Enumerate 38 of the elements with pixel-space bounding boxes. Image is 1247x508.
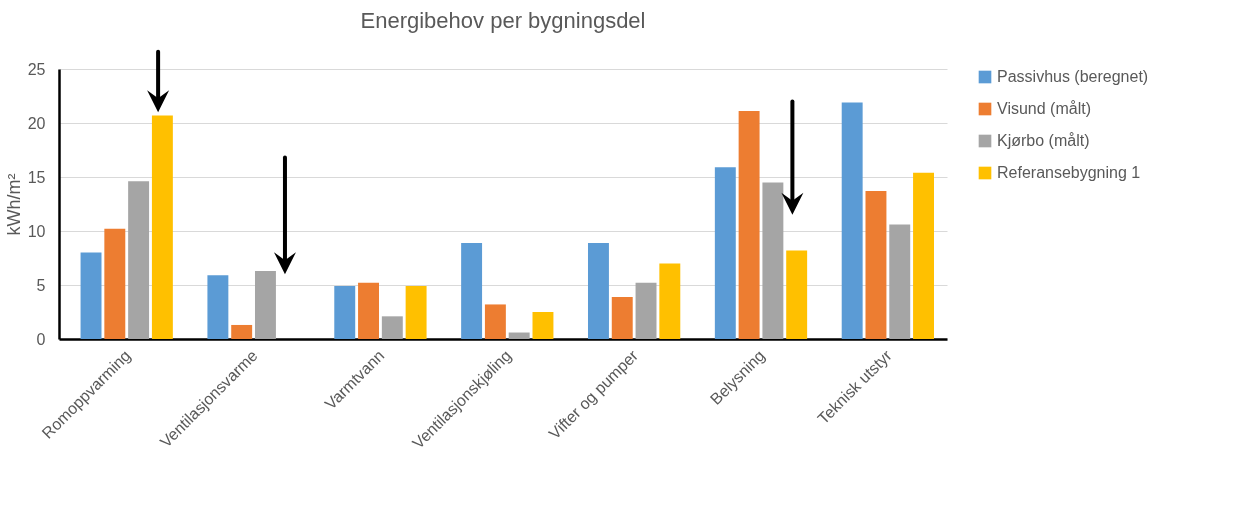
bar	[254, 270, 276, 339]
bar	[358, 282, 379, 339]
bar	[659, 263, 681, 339]
bar	[104, 228, 126, 339]
bar	[80, 252, 102, 339]
bar	[913, 172, 934, 339]
bar	[738, 111, 760, 339]
legend-label: Referansebygning 1	[997, 164, 1141, 181]
bar	[889, 224, 911, 339]
bar	[865, 191, 887, 339]
bar	[587, 242, 609, 339]
bar	[762, 182, 784, 339]
bar	[635, 282, 657, 339]
y-tick-label: 20	[27, 114, 46, 132]
y-axis-title: kWh/m²	[3, 173, 24, 236]
bar	[207, 275, 229, 339]
chart-title: Energibehov per bygningsdel	[360, 8, 646, 33]
bar	[508, 332, 530, 339]
bar	[128, 181, 150, 339]
bar	[532, 312, 554, 339]
bar	[334, 286, 356, 339]
y-tick-label: 5	[36, 276, 46, 294]
bar	[405, 286, 427, 339]
y-tick-label: 0	[36, 330, 46, 348]
y-tick-label: 10	[27, 222, 46, 240]
bar	[381, 316, 403, 339]
bar	[484, 304, 506, 339]
bar	[611, 296, 633, 339]
y-tick-label: 25	[27, 60, 46, 78]
bar	[786, 250, 808, 339]
bar	[841, 102, 863, 339]
y-tick-label: 15	[27, 168, 46, 186]
legend-label: Visund (målt)	[997, 100, 1091, 117]
bar	[714, 167, 736, 339]
bar	[461, 242, 483, 339]
legend-label: Passivhus (beregnet)	[997, 68, 1149, 85]
bar	[231, 324, 253, 339]
legend-label: Kjørbo (målt)	[997, 132, 1090, 149]
